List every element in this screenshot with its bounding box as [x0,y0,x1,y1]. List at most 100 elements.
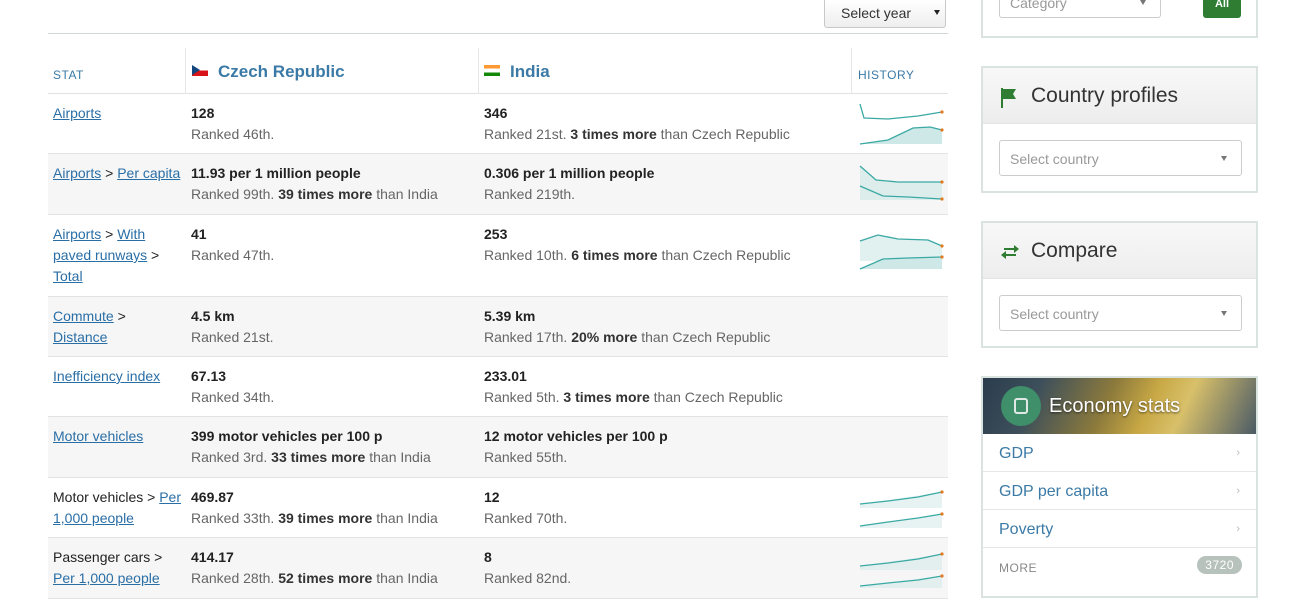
value: 0.306 per 1 million people [484,165,655,181]
stat-link[interactable]: Distance [53,329,108,345]
stat-link[interactable]: Motor vehicles [53,428,144,444]
history-sparkline[interactable] [858,229,944,277]
rank: Ranked 34th. [191,389,275,405]
rank: Ranked 82nd. [484,570,572,586]
country-b-cell: 0.306 per 1 million people Ranked 219th. [484,163,864,205]
country-b-cell: 253 Ranked 10th. 6 times more than Czech… [484,224,864,266]
country-profile-select[interactable]: Select country [999,140,1242,176]
stat-link[interactable]: Inefficiency index [53,368,161,384]
country-a-cell: 469.87 Ranked 33th. 39 times more than I… [191,487,471,529]
stat-link[interactable]: Per 1,000 people [53,570,160,586]
economy-item-gdp-per-capita[interactable]: GDP per capita › [983,472,1256,510]
table-row: Airports > Per capita 11.93 per 1 millio… [48,154,948,215]
economy-banner: Economy stats [983,378,1256,434]
rank: Ranked 99th. 39 times more than India [191,186,438,202]
stat-link[interactable]: Airports [53,165,102,181]
card-header: Country profiles [983,68,1256,124]
count-badge: 3720 [1197,556,1242,574]
value: 5.39 km [484,308,536,324]
rank: Ranked 55th. [484,449,568,465]
rank: Ranked 70th. [484,510,568,526]
country-b-name: India [510,62,550,81]
stat-link[interactable]: Per capita [117,165,181,181]
economy-stats-card: Economy stats GDP › GDP per capita › Pov… [981,376,1258,598]
stat-column-header: STAT [53,68,84,82]
stat-link[interactable]: Total [53,268,83,284]
country-a-cell: 399 motor vehicles per 100 p Ranked 3rd.… [191,426,471,468]
flag-icon [1001,88,1016,108]
year-select[interactable]: Select year [824,0,946,28]
table-header: STAT Czech Republic India HISTORY [48,48,948,94]
history-sparkline[interactable] [858,160,944,208]
table-row: Inefficiency index 67.13 Ranked 34th. 23… [48,357,948,417]
card-title: Economy stats [1049,395,1181,417]
stat-link[interactable]: With paved runways [53,226,148,263]
country-a-cell: 67.13 Ranked 34th. [191,366,471,408]
stat-cell: Airports > Per capita [53,165,181,181]
column-divider [185,48,186,94]
stat-cell: Motor vehicles > Per 1,000 people [53,489,182,526]
column-divider [478,48,479,94]
all-button[interactable]: All [1203,0,1241,18]
stat-link[interactable]: Per 1,000 people [53,489,182,526]
more-link[interactable]: MORE 3720 [983,548,1256,586]
value: 253 [484,226,508,242]
rank: Ranked 33th. 39 times more than India [191,510,438,526]
rank: Ranked 21st. 3 times more than Czech Rep… [484,126,790,142]
country-a-name: Czech Republic [218,62,345,81]
card-title: Compare [1031,239,1118,262]
table-row: Motor vehicles 399 motor vehicles per 10… [48,417,948,478]
country-a-header[interactable]: Czech Republic [192,62,345,108]
country-b-cell: 346 Ranked 21st. 3 times more than Czech… [484,103,864,145]
rank: Ranked 219th. [484,186,576,202]
stat-cell: Inefficiency index [53,366,183,387]
stat-cell: Commute > Distance [53,308,126,345]
value: 67.13 [191,368,227,384]
value: 12 motor vehicles per 100 p [484,428,668,444]
select-placeholder: Select country [1010,151,1099,167]
economy-item-gdp[interactable]: GDP › [983,434,1256,472]
rank: Ranked 47th. [191,247,275,263]
chevron-down-icon [1221,156,1227,161]
country-b-cell: 12 Ranked 70th. [484,487,864,529]
value: 469.87 [191,489,234,505]
economy-item-poverty[interactable]: Poverty › [983,510,1256,548]
select-placeholder: Select country [1010,306,1099,322]
stat-link[interactable]: Airports [53,226,102,242]
table-row: Commute > Distance 4.5 km Ranked 21st. 5… [48,297,948,357]
history-column-header: HISTORY [858,68,915,82]
coins-icon [1014,398,1028,414]
country-b-header[interactable]: India [484,62,550,108]
value: 11.93 per 1 million people [191,165,361,181]
country-b-cell: 8 Ranked 82nd. [484,547,864,589]
value: 399 motor vehicles per 100 p [191,428,383,444]
country-b-cell: 233.01 Ranked 5th. 3 times more than Cze… [484,366,864,408]
history-sparkline[interactable] [858,484,944,532]
value: 128 [191,105,215,121]
compare-country-select[interactable]: Select country [999,295,1242,331]
chevron-right-icon: › [1236,447,1240,459]
country-a-cell: 11.93 per 1 million people Ranked 99th. … [191,163,471,205]
table-row: Passenger cars > Per 1,000 people 414.17… [48,538,948,599]
category-select[interactable]: Category [999,0,1161,18]
money-icon [1001,386,1041,426]
chevron-right-icon: › [1236,523,1240,535]
country-b-cell: 5.39 km Ranked 17th. 20% more than Czech… [484,306,864,348]
column-divider [851,48,852,94]
value: 12 [484,489,500,505]
country-a-cell: 414.17 Ranked 28th. 52 times more than I… [191,547,471,589]
rank: Ranked 17th. 20% more than Czech Republi… [484,329,771,345]
stat-cell: Airports > With paved runways > Total [53,226,160,284]
compare-card: Compare Select country [981,221,1258,348]
table-row: Airports > With paved runways > Total 41… [48,215,948,297]
history-sparkline[interactable] [858,100,944,148]
stat-cell: Motor vehicles [53,426,183,447]
stat-link[interactable]: Airports [53,105,102,121]
history-sparkline[interactable] [858,544,944,592]
year-select-label: Select year [841,5,912,21]
stat-link[interactable]: Commute [53,308,114,324]
rank: Ranked 5th. 3 times more than Czech Repu… [484,389,783,405]
value: 41 [191,226,207,242]
table-row: Airports 128 Ranked 46th. 346 Ranked 21s… [48,94,948,154]
rank: Ranked 21st. [191,329,274,345]
